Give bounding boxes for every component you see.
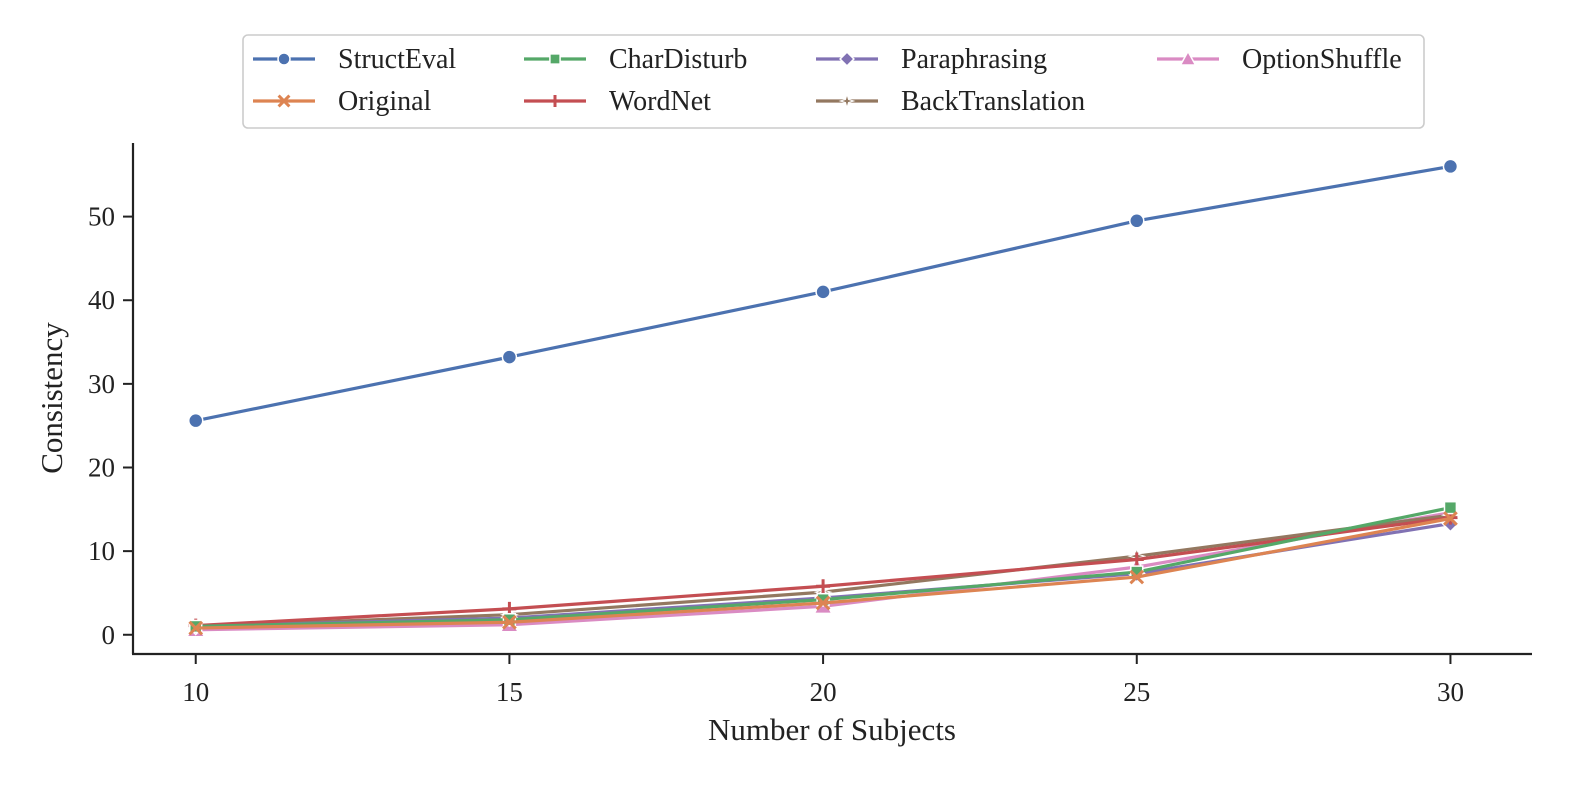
ticks: 10 15 20 25 30 0 10 20 30 40 50: [88, 202, 1464, 707]
legend-label: BackTranslation: [901, 86, 1085, 117]
y-tick-label: 10: [88, 536, 115, 566]
series-structeval: [187, 158, 1459, 429]
legend-marker: [839, 51, 855, 67]
y-tick-label: 30: [88, 369, 115, 399]
legend-label: OptionShuffle: [1242, 44, 1402, 75]
axes: [131, 143, 1532, 656]
data-point: [1129, 213, 1145, 229]
legend-label: WordNet: [609, 86, 711, 117]
x-tick-label: 30: [1437, 677, 1464, 707]
legend: StructEval Original CharDisturb WordNet Para…: [242, 34, 1425, 129]
x-axis-label: Number of Subjects: [708, 712, 956, 747]
legend-item: OptionShuffle: [1157, 44, 1402, 75]
data-point: [1443, 500, 1458, 515]
x-tick-label: 25: [1123, 677, 1150, 707]
plot-area: [185, 158, 1461, 638]
legend-item: StructEval: [253, 44, 456, 75]
legend-item: WordNet: [524, 86, 711, 117]
y-axis-label: Consistency: [34, 322, 69, 474]
data-point: [1129, 552, 1144, 567]
legend-marker: [1179, 49, 1197, 66]
legend-marker: [277, 94, 291, 108]
legend-label: Original: [338, 86, 432, 117]
legend-label: Paraphrasing: [901, 44, 1047, 75]
legend-marker: [549, 95, 561, 107]
legend-label: CharDisturb: [609, 44, 747, 75]
y-tick-label: 40: [88, 285, 115, 315]
data-point: [188, 620, 204, 636]
data-point: [815, 595, 831, 611]
legend-marker: [838, 92, 856, 110]
x-tick-label: 20: [810, 677, 837, 707]
legend-label: StructEval: [338, 44, 456, 75]
data-point: [1129, 569, 1145, 585]
data-point: [502, 613, 517, 627]
legend-item: BackTranslation: [816, 86, 1085, 117]
legend-item: Original: [253, 86, 432, 117]
legend-item: CharDisturb: [524, 44, 747, 75]
y-tick-label: 20: [88, 452, 115, 482]
data-point: [1443, 511, 1458, 526]
data-point: [502, 614, 517, 630]
data-point: [815, 284, 831, 300]
data-point: [501, 349, 518, 365]
data-point: [1442, 158, 1459, 175]
series-original: [188, 511, 1458, 636]
data-point: [816, 579, 831, 594]
legend-item: Paraphrasing: [816, 44, 1047, 75]
y-tick-label: 0: [102, 620, 116, 650]
y-tick-label: 50: [88, 202, 115, 232]
x-tick-label: 15: [496, 677, 523, 707]
data-point: [187, 412, 204, 429]
series-wordnet: [188, 510, 1458, 633]
legend-marker: [549, 53, 561, 65]
x-tick-label: 10: [182, 677, 209, 707]
data-point: [816, 592, 830, 607]
legend-marker: [277, 52, 291, 66]
